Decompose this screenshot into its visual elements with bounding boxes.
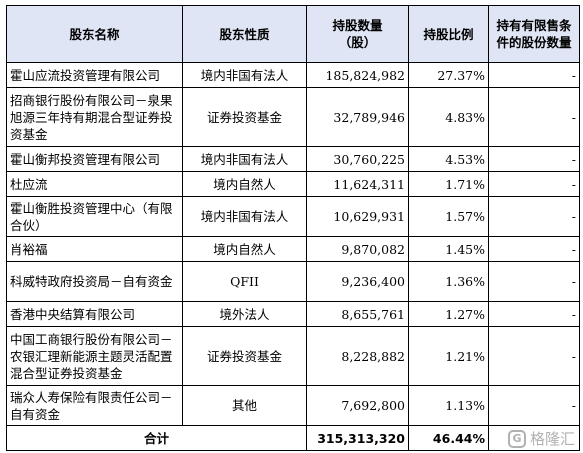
holding-ratio: 1.71% [408,171,489,197]
restricted-shares: - [488,301,580,327]
shareholder-nature: 境内自然人 [182,171,307,197]
restricted-shares: - [488,385,580,426]
shares-held: 32,789,946 [306,87,409,147]
shareholder-name: 肖裕福 [6,236,183,262]
top-shareholders-table: 股东名称 股东性质 持股数量 （股） 持股比例 持有有限售条件的股份数量 霍山应… [6,5,580,451]
shareholder-nature: 境外法人 [182,301,307,327]
shareholder-name: 霍山应流投资管理有限公司 [6,62,183,88]
shareholder-nature: 境内非国有法人 [182,196,307,237]
header-name: 股东名称 [6,5,183,63]
restricted-shares: - [488,326,580,386]
restricted-shares: - [488,236,580,262]
shareholder-nature: 证券投资基金 [182,326,307,386]
shares-held: 8,228,882 [306,326,409,386]
header-shares: 持股数量 （股） [306,5,409,63]
holding-ratio: 27.37% [408,62,489,88]
total-label: 合计 [6,425,307,451]
total-ratio: 46.44% [408,425,489,451]
shares-held: 9,236,400 [306,261,409,302]
table-row: 霍山衡邦投资管理有限公司 境内非国有法人 30,760,225 4.53% - [6,146,580,172]
holding-ratio: 1.13% [408,385,489,426]
restricted-shares: - [488,261,580,302]
restricted-shares: - [488,87,580,147]
shareholder-name: 霍山衡胜投资管理中心（有限合伙） [6,196,183,237]
table-row: 霍山衡胜投资管理中心（有限合伙） 境内非国有法人 10,629,931 1.57… [6,196,580,237]
table-row: 霍山应流投资管理有限公司 境内非国有法人 185,824,982 27.37% … [6,62,580,88]
total-restricted [488,425,580,451]
shareholder-name: 杜应流 [6,171,183,197]
holding-ratio: 1.27% [408,301,489,327]
table-row: 杜应流 境内自然人 11,624,311 1.71% - [6,171,580,197]
shareholder-nature: 其他 [182,385,307,426]
table-row: 中国工商银行股份有限公司－农银汇理新能源主题灵活配置混合型证券投资基金 证券投资… [6,326,580,386]
shareholder-name: 中国工商银行股份有限公司－农银汇理新能源主题灵活配置混合型证券投资基金 [6,326,183,386]
shares-held: 185,824,982 [306,62,409,88]
shareholder-nature: 境内自然人 [182,236,307,262]
holding-ratio: 4.83% [408,87,489,147]
watermark: G 格隆汇 [507,428,575,449]
shareholder-name: 科威特政府投资局－自有资金 [6,261,183,302]
restricted-shares: - [488,196,580,237]
holding-ratio: 1.45% [408,236,489,262]
header-row: 股东名称 股东性质 持股数量 （股） 持股比例 持有有限售条件的股份数量 [6,5,580,63]
total-shares: 315,313,320 [306,425,409,451]
table-row: 瑞众人寿保险有限责任公司－自有资金 其他 7,692,800 1.13% - [6,385,580,426]
shareholder-name: 瑞众人寿保险有限责任公司－自有资金 [6,385,183,426]
shares-held: 9,870,082 [306,236,409,262]
shares-held: 8,655,761 [306,301,409,327]
shareholder-nature: QFII [182,261,307,302]
header-restricted: 持有有限售条件的股份数量 [488,5,580,63]
total-row: 合计 315,313,320 46.44% [6,425,580,451]
shareholder-nature: 境内非国有法人 [182,62,307,88]
shareholder-name: 招商银行股份有限公司－泉果旭源三年持有期混合型证券投资基金 [6,87,183,147]
table-row: 肖裕福 境内自然人 9,870,082 1.45% - [6,236,580,262]
restricted-shares: - [488,62,580,88]
watermark-text: 格隆汇 [529,430,575,448]
shareholder-name: 香港中央结算有限公司 [6,301,183,327]
header-nature: 股东性质 [182,5,307,63]
restricted-shares: - [488,146,580,172]
shareholder-nature: 证券投资基金 [182,87,307,147]
restricted-shares: - [488,171,580,197]
shares-held: 10,629,931 [306,196,409,237]
header-ratio: 持股比例 [408,5,489,63]
shares-held: 11,624,311 [306,171,409,197]
holding-ratio: 1.36% [408,261,489,302]
holding-ratio: 4.53% [408,146,489,172]
holding-ratio: 1.21% [408,326,489,386]
table-row: 科威特政府投资局－自有资金 QFII 9,236,400 1.36% - [6,261,580,302]
shares-held: 30,760,225 [306,146,409,172]
table-row: 招商银行股份有限公司－泉果旭源三年持有期混合型证券投资基金 证券投资基金 32,… [6,87,580,147]
shares-held: 7,692,800 [306,385,409,426]
table-row: 香港中央结算有限公司 境外法人 8,655,761 1.27% - [6,301,580,327]
watermark-logo-icon: G [507,429,526,448]
holding-ratio: 1.57% [408,196,489,237]
shareholder-name: 霍山衡邦投资管理有限公司 [6,146,183,172]
shareholder-nature: 境内非国有法人 [182,146,307,172]
